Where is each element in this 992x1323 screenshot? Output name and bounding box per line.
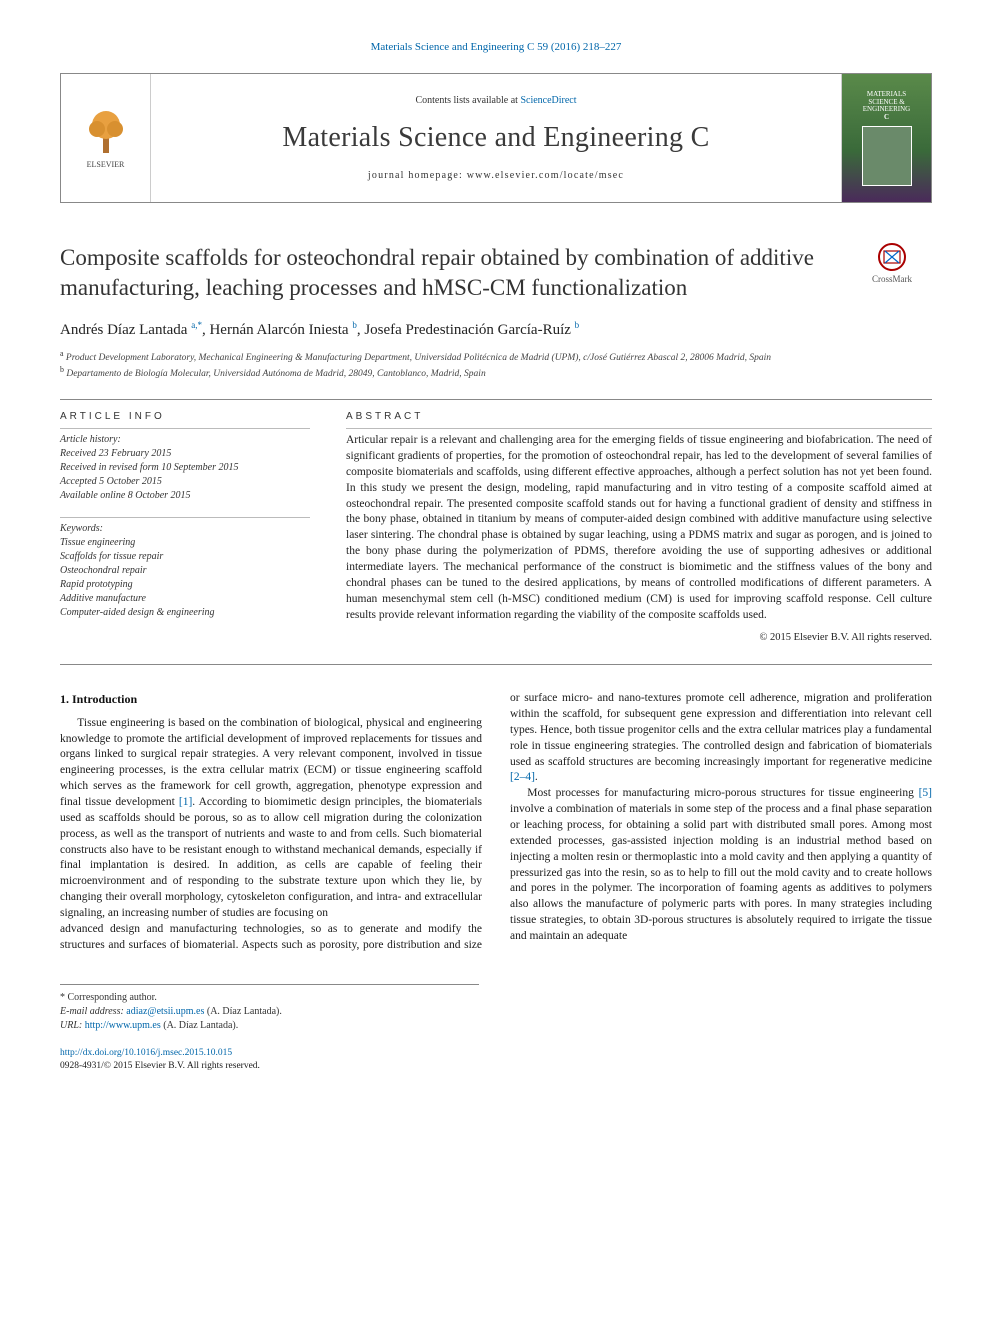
keyword-2: Osteochondral repair <box>60 564 310 578</box>
page-root: Materials Science and Engineering C 59 (… <box>0 0 992 1113</box>
article-info-heading: article info <box>60 410 310 424</box>
history-3: Available online 8 October 2015 <box>60 489 310 503</box>
history-0: Received 23 February 2015 <box>60 447 310 461</box>
affiliations: a Product Development Laboratory, Mechan… <box>60 349 932 381</box>
intro-p1a: Tissue engineering is based on the combi… <box>60 717 482 808</box>
abstract-text: Articular repair is a relevant and chall… <box>346 433 932 623</box>
email-link[interactable]: adiaz@etsii.upm.es <box>126 1006 204 1017</box>
journal-homepage: journal homepage: www.elsevier.com/locat… <box>368 169 624 183</box>
doi-block: http://dx.doi.org/10.1016/j.msec.2015.10… <box>60 1047 932 1074</box>
ref-5[interactable]: [5] <box>919 787 932 799</box>
history-2: Accepted 5 October 2015 <box>60 475 310 489</box>
keyword-1: Scaffolds for tissue repair <box>60 550 310 564</box>
affiliation-b-text: Departamento de Biología Molecular, Univ… <box>66 369 485 379</box>
affiliation-a-text: Product Development Laboratory, Mechanic… <box>66 353 771 363</box>
url-label: URL: <box>60 1020 85 1031</box>
journal-name: Materials Science and Engineering C <box>282 118 709 157</box>
divider-top <box>60 399 932 400</box>
doi-link[interactable]: http://dx.doi.org/10.1016/j.msec.2015.10… <box>60 1048 232 1058</box>
abstract-divider <box>346 428 932 429</box>
title-row: Composite scaffolds for osteochondral re… <box>60 243 932 303</box>
article-title: Composite scaffolds for osteochondral re… <box>60 243 832 303</box>
footnotes: * Corresponding author. E-mail address: … <box>60 984 479 1033</box>
ref-1[interactable]: [1] <box>179 796 192 808</box>
intro-p1b: . According to biomimetic design princip… <box>60 796 482 919</box>
abstract-heading: abstract <box>346 410 932 424</box>
divider-bottom <box>60 664 932 665</box>
elsevier-label: ELSEVIER <box>87 159 125 170</box>
journal-cover-box: MATERIALS SCIENCE & ENGINEERING C <box>841 74 931 202</box>
history-1: Received in revised form 10 September 20… <box>60 461 310 475</box>
url-who: (A. Díaz Lantada). <box>161 1020 238 1031</box>
article-info-col: article info Article history: Received 2… <box>60 410 310 646</box>
keyword-0: Tissue engineering <box>60 536 310 550</box>
affiliation-a: a Product Development Laboratory, Mechan… <box>60 349 932 365</box>
keyword-3: Rapid prototyping <box>60 578 310 592</box>
journal-header: ELSEVIER Contents lists available at Sci… <box>60 73 932 203</box>
header-center: Contents lists available at ScienceDirec… <box>151 74 841 202</box>
contents-line: Contents lists available at ScienceDirec… <box>415 94 576 108</box>
info-divider-1 <box>60 428 310 429</box>
body-columns: 1. Introduction Tissue engineering is ba… <box>60 691 932 953</box>
citation-link[interactable]: Materials Science and Engineering C 59 (… <box>371 41 622 53</box>
corresponding-author: * Corresponding author. <box>60 991 479 1005</box>
keywords-label: Keywords: <box>60 523 103 534</box>
publisher-logo-box: ELSEVIER <box>61 74 151 202</box>
info-row: article info Article history: Received 2… <box>60 410 932 646</box>
sciencedirect-link[interactable]: ScienceDirect <box>520 95 576 106</box>
cover-line-4: C <box>882 114 891 122</box>
intro-heading: 1. Introduction <box>60 691 482 708</box>
crossmark-widget[interactable]: CrossMark <box>852 243 932 286</box>
keyword-4: Additive manufacture <box>60 592 310 606</box>
affiliation-b: b Departamento de Biología Molecular, Un… <box>60 365 932 381</box>
intro-p3b: involve a combination of materials in so… <box>510 803 932 942</box>
issn-line: 0928-4931/© 2015 Elsevier B.V. All right… <box>60 1061 260 1071</box>
crossmark-glyph-icon <box>883 248 901 266</box>
cover-thumbnail <box>862 126 912 186</box>
email-label: E-mail address: <box>60 1006 126 1017</box>
authors: Andrés Díaz Lantada a,*, Hernán Alarcón … <box>60 319 932 341</box>
keyword-5: Computer-aided design & engineering <box>60 606 310 620</box>
crossmark-label: CrossMark <box>872 273 912 286</box>
abstract-col: abstract Articular repair is a relevant … <box>346 410 932 646</box>
keywords-block: Keywords: Tissue engineering Scaffolds f… <box>60 522 310 620</box>
elsevier-tree-icon <box>81 107 131 157</box>
email-who: (A. Díaz Lantada). <box>204 1006 281 1017</box>
elsevier-logo: ELSEVIER <box>76 98 136 178</box>
citation-header[interactable]: Materials Science and Engineering C 59 (… <box>60 40 932 55</box>
url-link[interactable]: http://www.upm.es <box>85 1020 161 1031</box>
contents-prefix: Contents lists available at <box>415 95 520 106</box>
crossmark-icon <box>878 243 906 271</box>
ref-2-4[interactable]: [2–4] <box>510 771 535 783</box>
abstract-copyright: © 2015 Elsevier B.V. All rights reserved… <box>346 631 932 646</box>
intro-p1: Tissue engineering is based on the combi… <box>60 716 482 922</box>
email-line: E-mail address: adiaz@etsii.upm.es (A. D… <box>60 1005 479 1019</box>
intro-p3a: Most processes for manufacturing micro-p… <box>527 787 918 799</box>
history-label: Article history: <box>60 434 121 445</box>
intro-p2b: . <box>535 771 538 783</box>
intro-p3: Most processes for manufacturing micro-p… <box>510 786 932 945</box>
info-divider-2 <box>60 517 310 518</box>
url-line: URL: http://www.upm.es (A. Díaz Lantada)… <box>60 1019 479 1033</box>
history-block: Article history: Received 23 February 20… <box>60 433 310 503</box>
